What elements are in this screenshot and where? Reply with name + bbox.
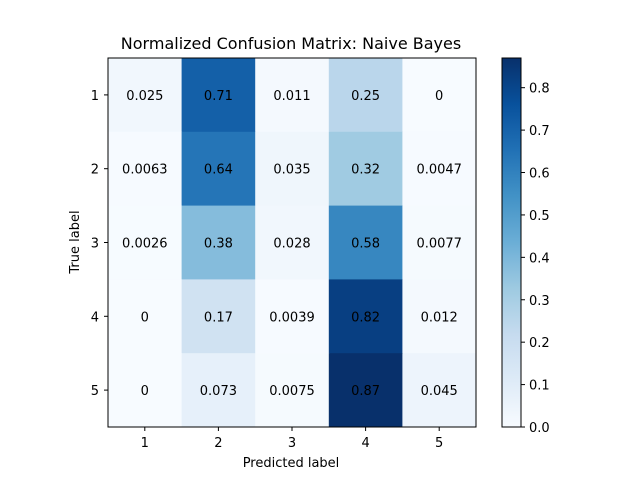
colorbar-tick-label: 0.7 (529, 124, 550, 139)
cell-value-label: 0.0026 (122, 237, 168, 252)
heatmap-cell (255, 58, 330, 133)
heatmap-cell (255, 353, 330, 428)
colorbar-tick-label: 0.6 (529, 167, 550, 182)
cell-value-label: 0.0075 (269, 384, 315, 399)
cell-value-label: 0.035 (273, 163, 310, 178)
cell-value-label: 0.71 (204, 89, 233, 104)
x-axis-label: Predicted label (243, 456, 340, 471)
cell-value-label: 0.011 (273, 89, 310, 104)
cell-value-label: 0.0077 (416, 237, 462, 252)
heatmap-cell (108, 353, 183, 428)
colorbar-tick-label: 0.4 (529, 251, 550, 266)
cell-value-label: 0.073 (200, 384, 237, 399)
cell-value-label: 0.82 (351, 310, 380, 325)
cell-value-label: 0.025 (126, 89, 163, 104)
heatmap-cell (181, 279, 256, 354)
x-tick-label: 4 (361, 436, 369, 451)
heatmap-cell (108, 205, 183, 280)
colorbar-tick-label: 0.0 (529, 421, 550, 436)
y-tick-label: 1 (91, 89, 99, 104)
cell-value-label: 0.32 (351, 163, 380, 178)
colorbar-tick-label: 0.1 (529, 379, 550, 394)
y-tick-label: 5 (91, 384, 99, 399)
x-tick-label: 3 (288, 436, 296, 451)
heatmap-cell (181, 58, 256, 133)
y-axis-label: True label (68, 210, 83, 274)
cell-value-label: 0.17 (204, 310, 233, 325)
heatmap-cell-labels: 0.025 0.71 0.011 0.25 0 0.0063 0.64 0.035 0.32 0.… (122, 89, 462, 399)
heatmap-cell (328, 131, 403, 207)
heatmap-cell (402, 205, 477, 280)
cell-value-label: 0.38 (204, 237, 233, 252)
heatmap-cell (181, 353, 256, 428)
colorbar-tick-label: 0.8 (529, 82, 550, 97)
heatmap-cell (181, 205, 256, 280)
cell-value-label: 0.0063 (122, 163, 168, 178)
heatmap-cells (108, 58, 477, 428)
heatmap-cell (255, 205, 330, 280)
heatmap-cell (402, 279, 477, 354)
colorbar-axis: 0.0 0.1 0.2 0.3 0.4 0.5 0.6 0.7 0.8 (521, 82, 550, 436)
cell-value-label: 0 (435, 89, 443, 104)
heatmap-cell (108, 58, 183, 133)
cell-value-label: 0.0039 (269, 310, 315, 325)
x-tick-label: 1 (141, 436, 149, 451)
cell-value-label: 0.64 (204, 163, 233, 178)
heatmap-cell (328, 205, 403, 280)
cell-value-label: 0 (141, 310, 149, 325)
colorbar-tick-label: 0.3 (529, 294, 550, 309)
cell-value-label: 0 (141, 384, 149, 399)
chart-title: Normalized Confusion Matrix: Naive Bayes (121, 34, 461, 53)
x-tick-label: 2 (214, 436, 222, 451)
x-axis: 1 2 3 4 5 (141, 427, 443, 451)
y-tick-label: 4 (91, 310, 99, 325)
cell-value-label: 0.012 (421, 310, 458, 325)
colorbar-tick-label: 0.2 (529, 336, 550, 351)
cell-value-label: 0.58 (351, 237, 380, 252)
heatmap-cell (108, 131, 183, 207)
heatmap-cell (328, 58, 403, 133)
cell-value-label: 0.045 (421, 384, 458, 399)
y-tick-label: 2 (91, 163, 99, 178)
y-tick-label: 3 (91, 237, 99, 252)
heatmap-cell (108, 279, 183, 354)
heatmap-cell (402, 131, 477, 207)
colorbar-tick-label: 0.5 (529, 209, 550, 224)
heatmap-cell (255, 279, 330, 354)
heatmap-cell (402, 58, 477, 133)
colorbar (501, 57, 522, 428)
heatmap-cell (328, 353, 403, 428)
cell-value-label: 0.25 (351, 89, 380, 104)
heatmap-cell (181, 131, 256, 207)
y-axis: 1 2 3 4 5 (91, 89, 108, 399)
cell-value-label: 0.028 (273, 237, 310, 252)
cell-value-label: 0.87 (351, 384, 380, 399)
cell-value-label: 0.0047 (416, 163, 462, 178)
heatmap-cell (328, 279, 403, 354)
heatmap-cell (255, 131, 330, 207)
x-tick-label: 5 (435, 436, 443, 451)
heatmap-cell (402, 353, 477, 428)
